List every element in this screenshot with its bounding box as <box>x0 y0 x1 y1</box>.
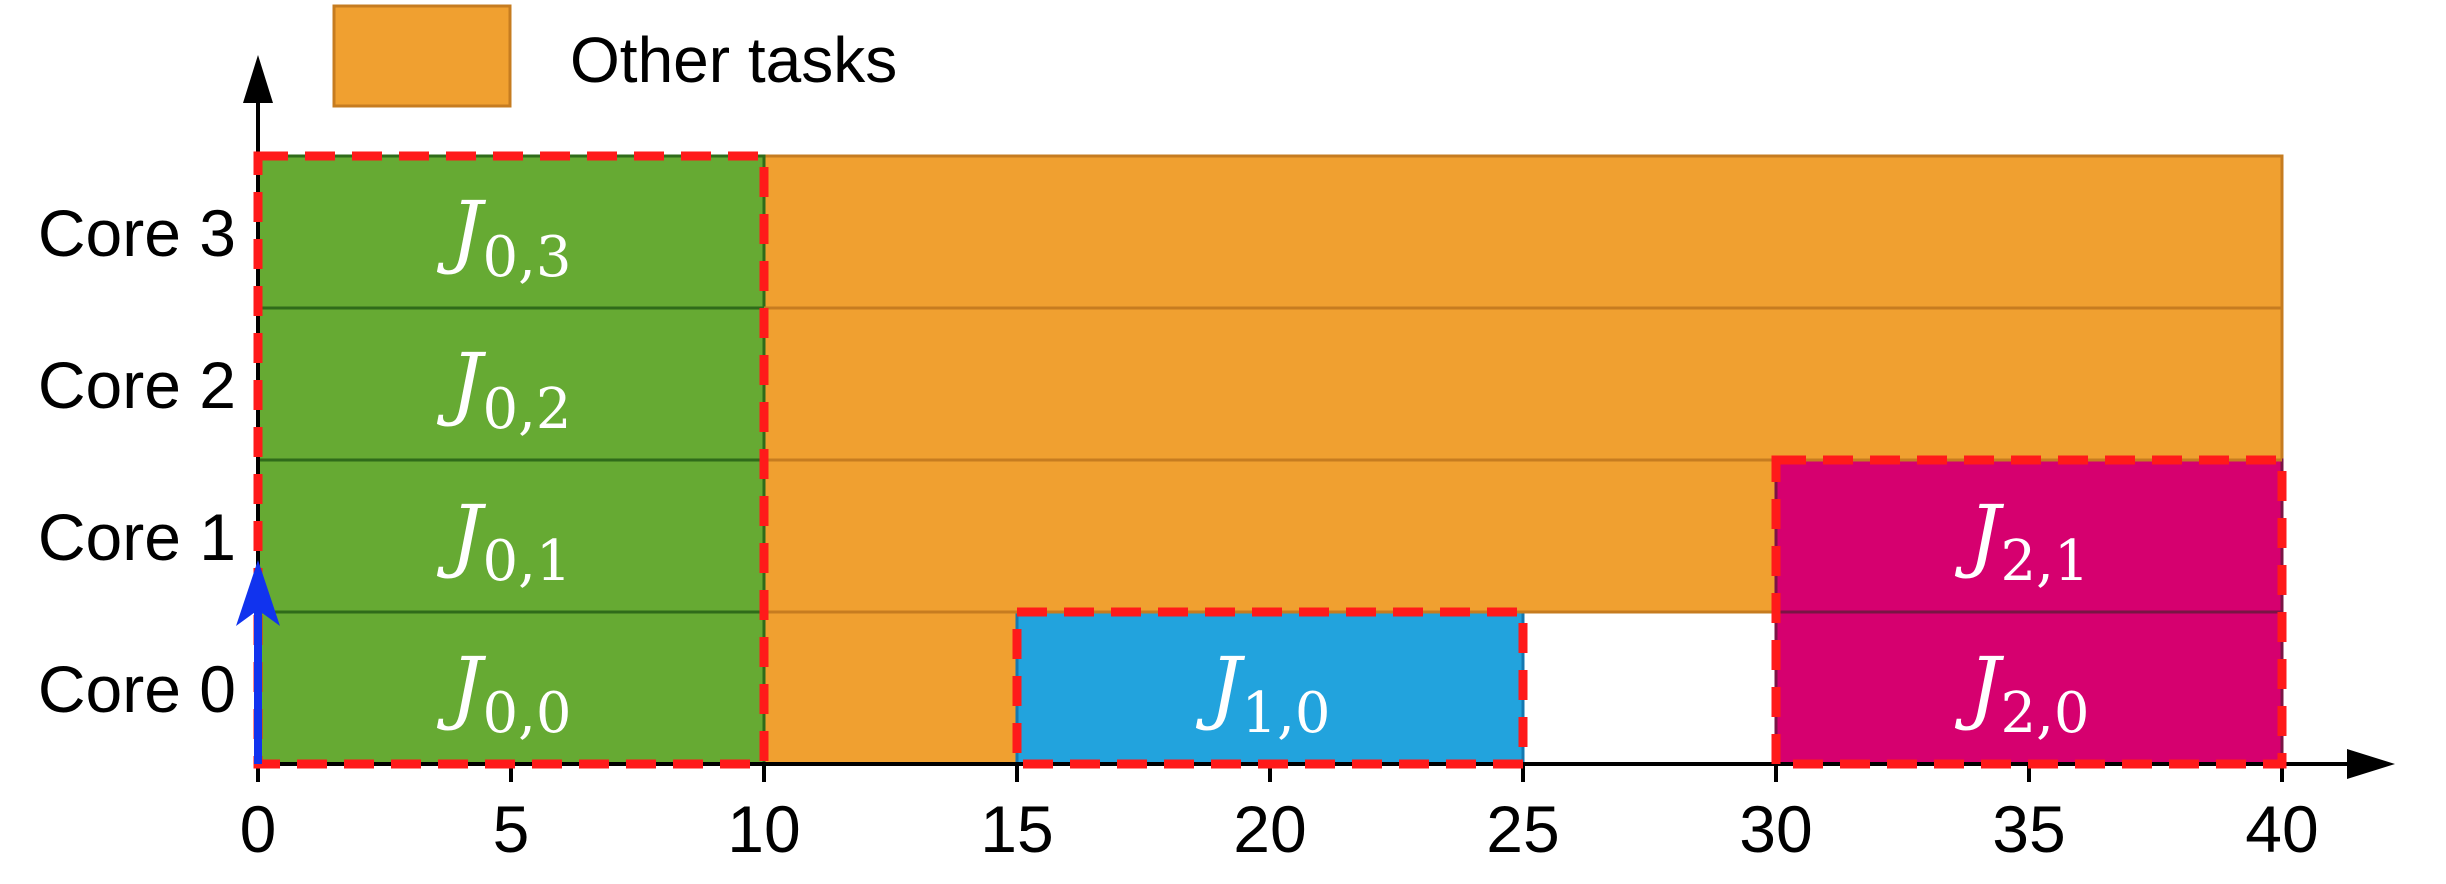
other-task-block-core-3 <box>762 154 2284 310</box>
x-tick-label-15: 15 <box>980 792 1053 866</box>
core-labels: Core 0 Core 1 Core 2 Core 3 <box>38 196 236 726</box>
core-label-2: Core 2 <box>38 348 236 422</box>
other-task-block-core-0 <box>762 610 1019 766</box>
job0-block-core-3 <box>256 154 766 310</box>
x-tick-label-20: 20 <box>1233 792 1306 866</box>
x-tick-label-25: 25 <box>1486 792 1559 866</box>
legend-swatch-other-tasks <box>332 4 512 108</box>
x-tick-label-0: 0 <box>240 792 277 866</box>
job0-dashed-outline <box>253 151 769 769</box>
job0-block-core-2 <box>256 306 766 462</box>
job-label-subscript: 0,1 <box>483 529 572 594</box>
job-outlines <box>253 151 2287 769</box>
x-tick-label-40: 40 <box>2245 792 2318 866</box>
job-label-subscript: 0,2 <box>483 377 572 442</box>
x-tick-label-10: 10 <box>727 792 800 866</box>
release-arrow-head-0 <box>236 560 280 626</box>
core-label-3: Core 3 <box>38 196 236 270</box>
x-axis-arrowhead <box>2347 749 2395 779</box>
x-tick-label-30: 30 <box>1739 792 1812 866</box>
release-arrows <box>236 560 280 764</box>
job-label-subscript: 2,0 <box>2001 681 2090 746</box>
job-label-0-1: J0,1 <box>436 488 571 594</box>
x-tick-label-35: 35 <box>1992 792 2065 866</box>
job-label-subscript: 1,0 <box>1242 681 1331 746</box>
job2-block-core-1 <box>1774 458 2284 614</box>
job-label-subscript: 2,1 <box>2001 529 2090 594</box>
other-task-block-core-2 <box>762 306 2284 462</box>
y-axis-arrowhead <box>243 55 273 103</box>
legend: Other tasks <box>332 4 897 108</box>
task-blocks <box>256 154 2284 766</box>
x-ticks: 0 5 10 15 20 25 30 35 40 <box>240 763 2319 866</box>
legend-label-other-tasks: Other tasks <box>570 24 897 96</box>
other-task-block-core-1 <box>762 458 1778 614</box>
job1-dashed-outline <box>1012 607 1528 769</box>
core-label-1: Core 1 <box>38 500 236 574</box>
job-label-subscript: 0,3 <box>483 225 572 290</box>
core-label-0: Core 0 <box>38 652 236 726</box>
x-tick-label-5: 5 <box>493 792 530 866</box>
job2-dashed-outline <box>1771 455 2287 769</box>
job-label-subscript: 0,0 <box>483 681 572 746</box>
